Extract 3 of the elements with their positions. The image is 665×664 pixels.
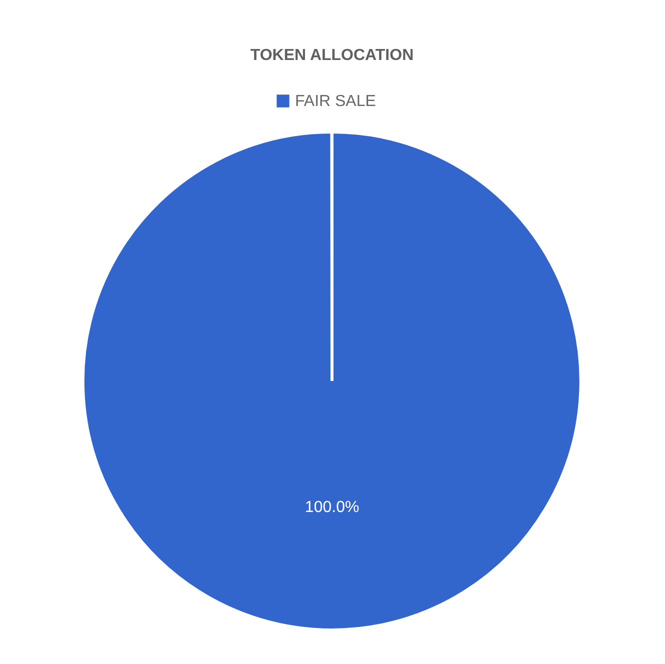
data-label: 100.0% (304, 498, 360, 516)
legend-label: FAIR SALE (295, 93, 376, 110)
chart-title: TOKEN ALLOCATION (250, 47, 414, 64)
